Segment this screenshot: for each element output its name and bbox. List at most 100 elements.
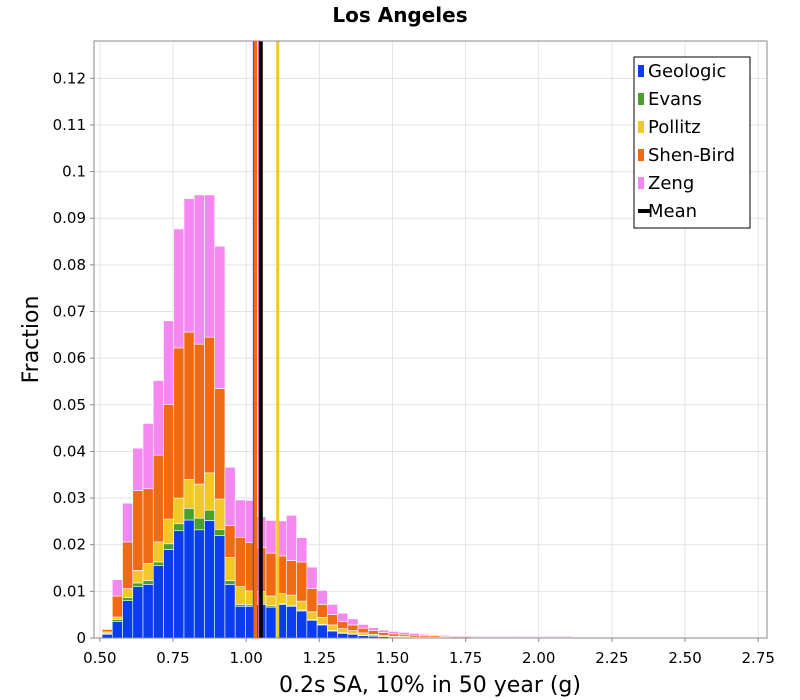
- bar-segment-zeng: [142, 423, 154, 490]
- bar-segment-zeng: [327, 604, 338, 615]
- bar-segment-shen-bird: [388, 633, 400, 637]
- bar-segment-zeng: [562, 636, 574, 638]
- bar-segment-shen-bird: [234, 536, 246, 587]
- legend-swatch-pollitz: [638, 121, 644, 133]
- bar-segment-zeng: [398, 632, 410, 635]
- bar-segment-geologic: [337, 633, 349, 639]
- x-axis-label: 0.2s SA, 10% in 50 year (g): [279, 673, 581, 698]
- y-tick-label: 0.12: [53, 69, 86, 87]
- bar-segment-shen-bird: [378, 632, 390, 636]
- bar-segment-pollitz: [152, 541, 164, 563]
- bar-segment-zeng: [368, 627, 379, 631]
- bar-segment-shen-bird: [111, 595, 123, 618]
- bar-segment-pollitz: [337, 628, 349, 634]
- bar-segment-evans: [132, 582, 144, 587]
- bar-segment-zeng: [183, 198, 195, 333]
- bar-segment-shen-bird: [152, 454, 164, 543]
- bar-segment-pollitz: [286, 594, 297, 606]
- y-tick-label: 0.06: [53, 349, 86, 367]
- y-tick-label: 0.08: [53, 256, 86, 274]
- bar-segment-shen-bird: [193, 343, 205, 485]
- legend-label-zeng: Zeng: [648, 173, 694, 194]
- bar-segment-zeng: [193, 194, 205, 345]
- bar-segment-zeng: [460, 635, 472, 637]
- bar-segment-shen-bird: [224, 525, 236, 558]
- bar-segment-pollitz: [327, 624, 338, 631]
- bar-segment-zeng: [439, 634, 451, 637]
- bar-segment-pollitz: [265, 595, 277, 607]
- bar-segment-pollitz: [296, 600, 308, 611]
- legend-box: [633, 56, 751, 229]
- y-tick-label: 0: [76, 629, 86, 647]
- bar-segment-zeng: [480, 635, 492, 638]
- bar-segment-shen-bird: [327, 614, 338, 626]
- bar-segment-pollitz: [214, 498, 226, 530]
- bar-segment-zeng: [501, 635, 512, 638]
- bar-segment-zeng: [224, 466, 236, 526]
- legend: Geologic Evans Pollitz Shen-Bird Zeng Mean: [633, 56, 751, 229]
- bar-segment-shen-bird: [316, 604, 328, 618]
- bar-segment-pollitz: [183, 479, 195, 509]
- y-tick-label: 0.04: [53, 442, 86, 460]
- bar-segment-shen-bird: [204, 336, 216, 474]
- y-tick-label: 0.03: [53, 489, 86, 507]
- bar-segment-zeng: [531, 635, 543, 638]
- x-tick-label: 2.50: [668, 649, 701, 667]
- bar-segment-pollitz: [224, 557, 236, 581]
- bar-segment-shen-bird: [163, 404, 175, 520]
- bar-segment-evans: [193, 517, 205, 531]
- bar-segment-evans: [152, 561, 164, 567]
- bar-segment-evans: [173, 523, 185, 532]
- x-tick-label: 1.25: [303, 649, 336, 667]
- bar-segment-shen-bird: [122, 541, 134, 589]
- y-tick-label: 0.1: [62, 163, 86, 181]
- bar-segment-pollitz: [316, 617, 328, 625]
- bar-segment-pollitz: [132, 570, 144, 584]
- bar-segment-shen-bird: [173, 347, 185, 499]
- bar-segment-zeng: [132, 447, 144, 491]
- bar-segment-zeng: [490, 635, 502, 638]
- bar-segment-zeng: [511, 635, 523, 638]
- bar-segment-zeng: [316, 590, 328, 605]
- bar-segment-pollitz: [142, 563, 154, 581]
- bar-segment-pollitz: [163, 518, 175, 545]
- y-tick-label: 0.01: [53, 582, 86, 600]
- bar-segment-geologic: [224, 584, 236, 639]
- legend-swatch-zeng: [638, 177, 644, 189]
- x-tick-label: 1.00: [229, 649, 262, 667]
- bar-segment-shen-bird: [101, 629, 113, 633]
- bar-segment-shen-bird: [132, 490, 144, 571]
- bar-segment-zeng: [204, 194, 216, 338]
- x-tick-label: 2.00: [522, 649, 555, 667]
- bar-segment-geologic: [152, 565, 164, 639]
- bar-segment-zeng: [163, 320, 175, 405]
- y-axis-label: Fraction: [19, 296, 44, 384]
- bar-segment-zeng: [552, 636, 564, 638]
- chart-title: Los Angeles: [332, 3, 467, 27]
- bar-segment-pollitz: [111, 616, 123, 620]
- bar-segment-geologic: [183, 519, 195, 639]
- bar-segment-evans: [183, 508, 195, 521]
- bar-segment-shen-bird: [214, 388, 226, 500]
- bar-layer: [101, 194, 758, 639]
- bar-segment-geologic: [122, 600, 134, 639]
- legend-label-mean: Mean: [648, 201, 697, 222]
- bar-segment-pollitz: [347, 630, 359, 635]
- bar-segment-zeng: [265, 520, 277, 554]
- legend-swatch-shen-bird: [638, 149, 644, 161]
- bar-segment-geologic: [111, 621, 123, 639]
- bar-segment-pollitz: [193, 483, 205, 519]
- bar-segment-evans: [214, 529, 226, 536]
- bar-segment-shen-bird: [183, 331, 195, 480]
- legend-swatch-evans: [638, 93, 644, 105]
- bar-segment-pollitz: [173, 497, 185, 525]
- bar-segment-zeng: [286, 515, 297, 561]
- bar-segment-pollitz: [357, 632, 369, 636]
- bar-segment-zeng: [347, 618, 359, 626]
- bar-segment-shen-bird: [265, 552, 277, 597]
- bar-segment-geologic: [101, 633, 113, 639]
- bar-segment-pollitz: [234, 586, 246, 605]
- y-tick-label: 0.02: [53, 536, 86, 554]
- bar-segment-geologic: [296, 610, 308, 639]
